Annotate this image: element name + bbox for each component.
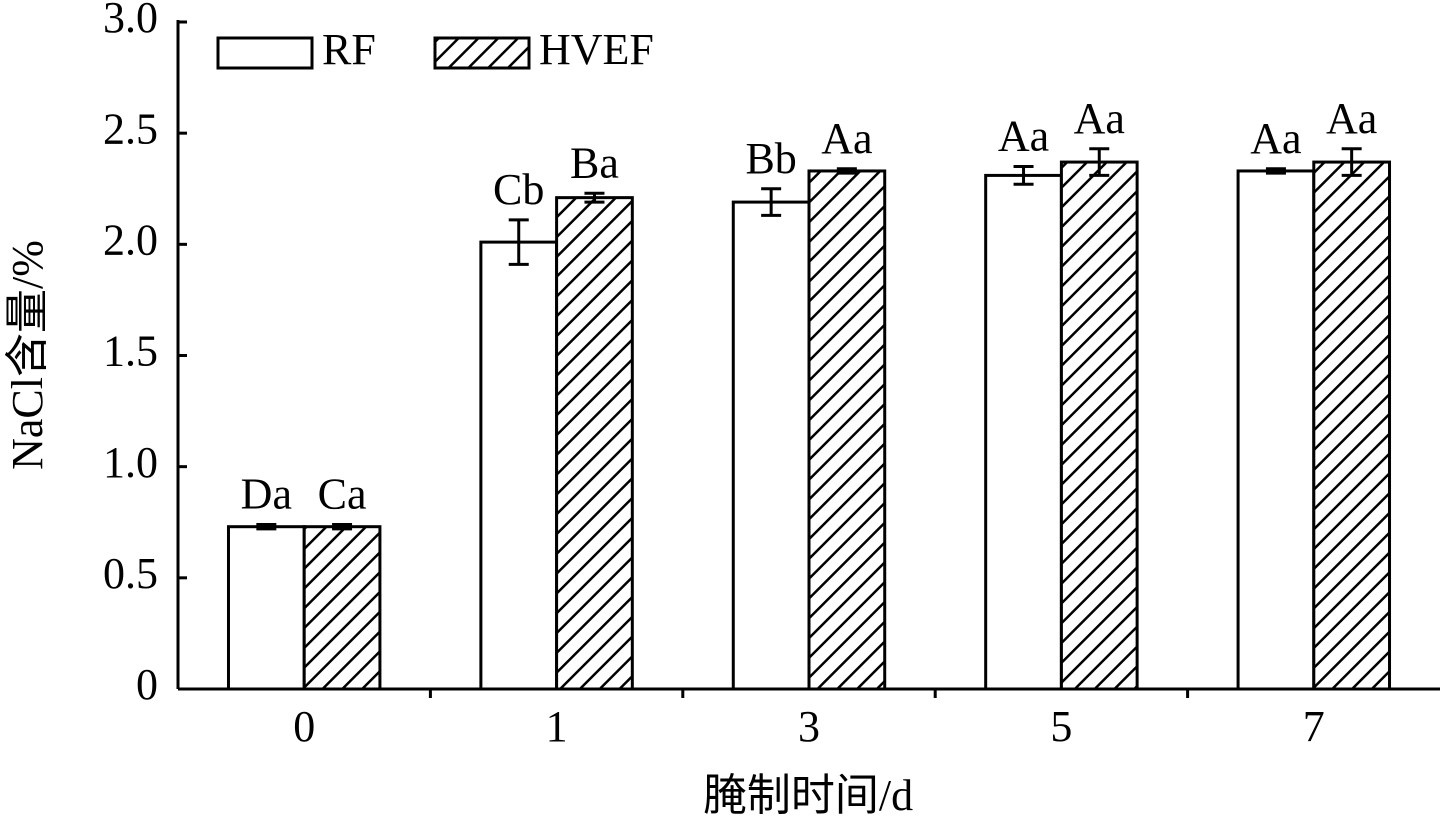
- bar: [479, 240, 559, 691]
- error-bar: [1341, 147, 1362, 177]
- x-tick-label: 0: [293, 702, 315, 751]
- x-axis-label: 腌制时间/d: [703, 771, 913, 820]
- bar: [1236, 169, 1316, 691]
- error-bar: [256, 522, 277, 531]
- error-bar: [836, 167, 857, 175]
- y-tick-label: 3.0: [103, 0, 158, 42]
- data-label: Ba: [570, 138, 619, 187]
- error-bar: [761, 187, 782, 217]
- error-bar: [1089, 147, 1110, 177]
- data-label: Aa: [1074, 94, 1125, 143]
- bar: [226, 525, 306, 691]
- data-label: Cb: [493, 165, 544, 214]
- bar: [807, 169, 887, 691]
- legend-swatch: [216, 36, 314, 70]
- error-bar: [508, 218, 529, 266]
- error-bar: [1265, 167, 1286, 175]
- y-tick-label: 2.5: [103, 104, 158, 153]
- data-label: Aa: [998, 112, 1049, 161]
- legend-swatch: [433, 36, 531, 70]
- bar: [984, 173, 1063, 691]
- y-tick-label: 0: [136, 660, 158, 709]
- x-tick-label: 3: [798, 702, 820, 751]
- data-label: Da: [241, 470, 292, 519]
- bar: [555, 196, 634, 691]
- data-label: Aa: [1326, 94, 1377, 143]
- data-label: Aa: [821, 114, 872, 163]
- x-tick-label: 7: [1303, 702, 1325, 751]
- y-axis-label: NaCl含量/%: [3, 240, 52, 470]
- data-label: Aa: [1250, 114, 1301, 163]
- bar: [731, 200, 811, 691]
- bar: [302, 525, 382, 691]
- x-tick-label: 5: [1050, 702, 1072, 751]
- error-bar: [584, 191, 605, 204]
- y-tick-label: 0.5: [103, 549, 158, 598]
- error-bar: [332, 522, 353, 531]
- data-label: Ca: [318, 470, 367, 519]
- error-bar: [1013, 165, 1034, 186]
- data-label: Bb: [745, 134, 796, 183]
- bar: [1059, 160, 1139, 691]
- y-tick-label: 2.0: [103, 215, 158, 264]
- x-tick-label: 1: [546, 702, 568, 751]
- bar: [1312, 160, 1392, 691]
- y-tick-label: 1.0: [103, 438, 158, 487]
- y-tick-label: 1.5: [103, 327, 158, 376]
- legend-label: HVEF: [539, 25, 654, 74]
- legend-label: RF: [322, 25, 376, 74]
